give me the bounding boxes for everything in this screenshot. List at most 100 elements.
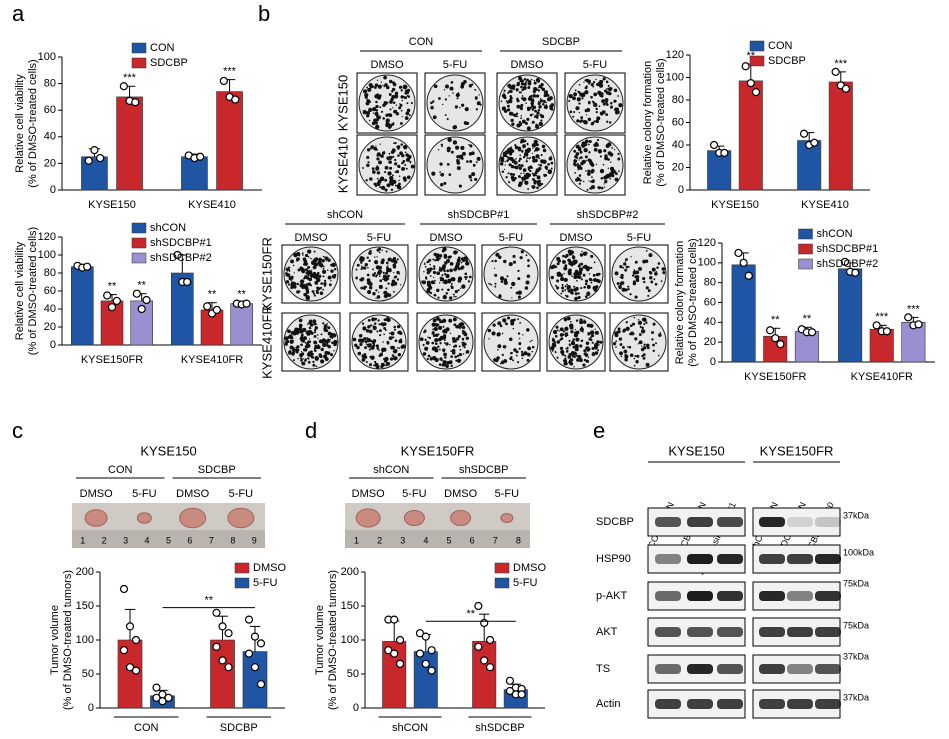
- colony: [434, 350, 436, 353]
- colony: [372, 112, 375, 114]
- colony: [431, 331, 435, 335]
- x-tick-label: KYSE150FR: [81, 354, 143, 366]
- colony: [601, 110, 606, 114]
- row-label: KYSE410FR: [259, 305, 274, 379]
- colony: [366, 93, 369, 96]
- colony: [585, 159, 587, 162]
- y-tick-label: 20: [672, 161, 684, 173]
- legend-label: SDCBP: [150, 57, 188, 69]
- colony: [388, 113, 393, 118]
- colony: [380, 270, 383, 272]
- colony: [324, 350, 329, 355]
- data-point: [517, 690, 526, 699]
- colony: [397, 147, 400, 150]
- colony: [523, 78, 527, 81]
- colony: [527, 264, 530, 268]
- treatment-label: DMSO: [80, 488, 113, 500]
- colony: [637, 343, 640, 345]
- colony: [296, 282, 299, 286]
- data-point: [474, 642, 483, 651]
- colony: [655, 342, 657, 345]
- colony: [625, 326, 630, 331]
- colony: [471, 83, 474, 86]
- colony: [524, 351, 527, 355]
- colony: [369, 324, 373, 327]
- colony: [461, 103, 465, 107]
- colony: [594, 351, 599, 355]
- colony: [501, 170, 505, 173]
- colony: [540, 154, 543, 157]
- colony: [605, 103, 609, 106]
- colony: [376, 330, 379, 333]
- colony: [533, 86, 538, 92]
- colony: [624, 268, 628, 272]
- colony: [564, 289, 567, 291]
- colony: [304, 348, 308, 352]
- colony: [571, 291, 574, 295]
- colony: [525, 175, 529, 180]
- colony: [304, 358, 308, 361]
- colony: [366, 155, 370, 160]
- colony: [577, 147, 582, 152]
- colony: [388, 93, 392, 96]
- colony: [510, 321, 515, 326]
- colony: [430, 105, 434, 110]
- colony: [379, 97, 381, 99]
- colony: [426, 268, 430, 272]
- colony: [592, 80, 596, 84]
- colony: [375, 297, 377, 299]
- data-point: [125, 663, 135, 672]
- legend-label: CON: [768, 40, 793, 52]
- blot-band: [687, 591, 713, 601]
- colony: [396, 184, 400, 188]
- colony: [429, 275, 432, 277]
- colony: [590, 330, 595, 335]
- colony: [429, 270, 432, 273]
- colony: [561, 283, 564, 286]
- ruler-number: 5: [447, 535, 452, 545]
- colony: [330, 353, 334, 357]
- colony: [389, 108, 392, 111]
- colony: [394, 141, 397, 145]
- colony: [556, 271, 562, 276]
- colony: [304, 363, 306, 365]
- y-tick-label: 0: [678, 184, 684, 196]
- row-label: KYSE150FR: [259, 237, 274, 311]
- colony: [298, 326, 303, 331]
- legend-swatch: [749, 55, 765, 67]
- colony: [651, 330, 654, 334]
- colony: [440, 143, 443, 146]
- colony: [572, 345, 576, 349]
- colony: [455, 93, 460, 98]
- colony: [614, 107, 619, 112]
- colony: [393, 328, 397, 331]
- colony: [432, 115, 437, 120]
- colony: [364, 346, 368, 350]
- colony: [502, 151, 507, 155]
- colony: [333, 268, 337, 271]
- data-point: [183, 277, 192, 287]
- colony: [288, 276, 293, 281]
- colony: [634, 295, 638, 299]
- colony: [509, 352, 513, 355]
- photo-title: KYSE150: [140, 443, 196, 458]
- colony: [573, 110, 576, 114]
- colony: [452, 140, 458, 145]
- colony: [527, 147, 532, 152]
- data-point: [744, 271, 753, 280]
- colony: [385, 113, 389, 117]
- colony: [394, 349, 398, 353]
- colony: [393, 276, 396, 279]
- colony: [373, 364, 376, 367]
- colony: [323, 265, 325, 268]
- colony: [373, 182, 377, 186]
- colony: [465, 336, 469, 340]
- colony: [443, 269, 446, 273]
- colony: [406, 95, 409, 97]
- data-point: [882, 327, 892, 336]
- colony: [446, 269, 450, 273]
- colony: [358, 338, 363, 343]
- data-point: [244, 649, 254, 658]
- colony: [527, 281, 529, 284]
- colony: [385, 292, 390, 298]
